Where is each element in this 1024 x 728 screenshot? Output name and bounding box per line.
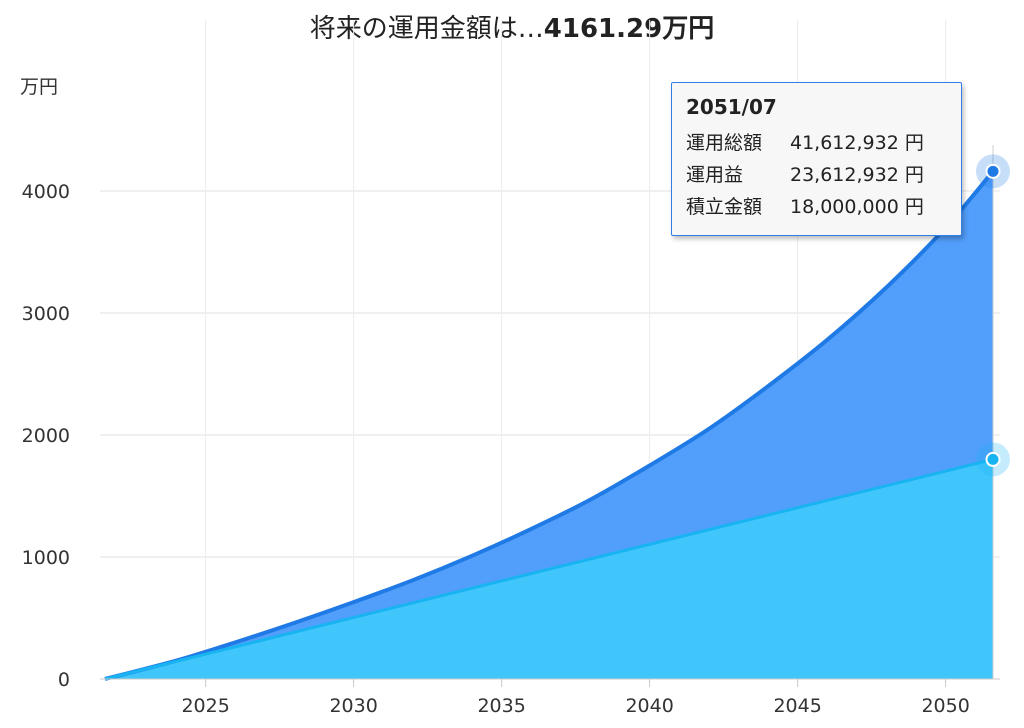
chart-title: 将来の運用金額は…4161.29万円 [0,8,1024,45]
x-tick-label: 2030 [329,695,377,717]
series-line-total [104,170,995,681]
x-tick-label: 2025 [181,695,229,717]
point-marker-total [985,163,1001,179]
tooltip-label: 積立金額 [686,195,763,218]
tooltip-label: 運用益 [686,163,744,186]
y-tick-label: 2000 [22,425,70,447]
y-tick-label: 4000 [22,181,70,203]
point-marker-principal [985,451,1001,467]
y-axis-unit-label: 万円 [20,76,59,98]
y-tick-label: 3000 [22,303,70,325]
tooltip-date: 2051/07 [686,95,777,119]
x-tick-label: 2040 [625,695,673,717]
title-prefix: 将来の運用金額は… [309,14,544,44]
y-tick-label: 1000 [22,547,70,569]
title-amount: 4161.29万円 [543,14,715,44]
tooltip-label: 運用総額 [686,131,763,154]
tooltip-value: 18,000,000 円 [790,195,924,218]
series-line-principal [104,457,994,681]
tooltip-value: 23,612,932 円 [790,163,924,186]
y-tick-label: 0 [58,669,70,691]
tooltip-row-total: 運用総額 41,612,932 円 [686,125,947,157]
data-tooltip: 2051/07 運用総額 41,612,932 円 運用益 23,612,932… [671,82,962,236]
x-tick-label: 2035 [477,695,525,717]
tooltip-row-principal: 積立金額 18,000,000 円 [686,189,947,221]
x-tick-label: 2050 [921,695,969,717]
tooltip-row-profit: 運用益 23,612,932 円 [686,157,947,189]
x-tick-label: 2045 [773,695,821,717]
tooltip-value: 41,612,932 円 [790,131,924,154]
